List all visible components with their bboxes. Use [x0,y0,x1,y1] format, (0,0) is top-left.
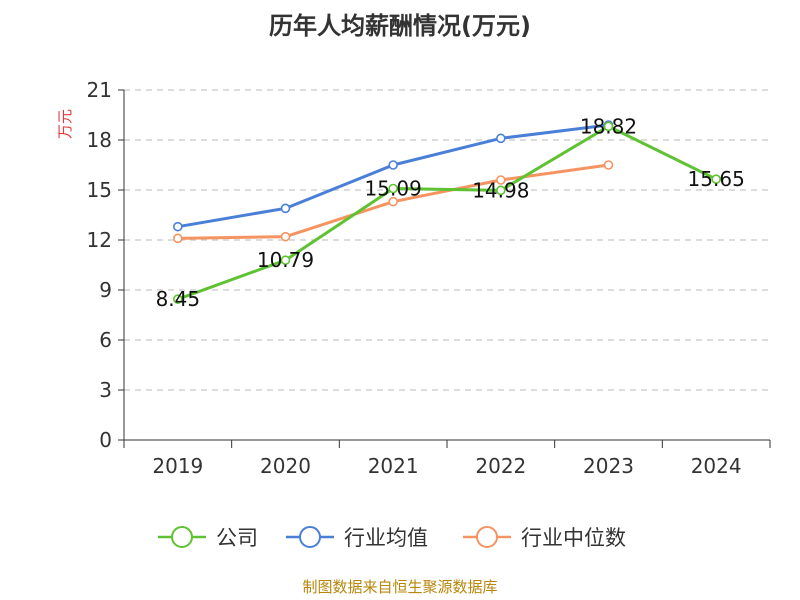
data-point [496,133,506,144]
legend-item-2: 行业中位数 [463,526,626,550]
data-label: 15.09 [365,177,422,201]
data-point [280,255,291,265]
legend-swatch-marker [476,526,498,548]
x-tick-label: 2020 [260,454,311,478]
data-point [280,231,291,242]
legend-item-1: 行业均值 [286,526,428,550]
y-tick-label: 6 [99,328,112,352]
data-label: 18.82 [580,114,637,138]
y-tick-label: 18 [87,128,112,152]
data-point [388,196,398,207]
chart-title: 历年人均薪酬情况(万元) [269,12,531,40]
x-tick-label: 2019 [152,454,203,478]
data-point [173,233,183,244]
axis-layer: 0 3 6 9 12 15 18 21 2019 2020 2021 2022 2023 2024 [87,78,771,478]
data-label: 8.45 [156,287,201,311]
x-tick-label: 2023 [583,454,634,478]
y-tick-label: 9 [99,278,112,302]
data-point [603,121,614,132]
legend-label: 公司 [216,526,258,550]
data-point [280,203,291,214]
legend-label: 行业中位数 [521,526,626,550]
y-axis-label: 万元 [56,109,74,139]
data-point [173,294,183,304]
y-tick-label: 15 [87,178,112,202]
data-point [603,160,614,170]
y-tick-label: 0 [99,428,112,452]
x-tick-label: 2024 [691,454,742,478]
data-point [496,185,506,196]
data-point [173,221,183,232]
data-label-layer: 8.45 10.79 15.09 14.98 18.82 15.65 [156,114,745,311]
grid-layer [124,89,770,391]
series-line-0 [177,124,717,301]
data-point [388,183,398,194]
data-label: 10.79 [257,248,314,272]
series-layer [173,120,721,304]
data-point [496,175,506,185]
y-tick-label: 21 [87,78,112,102]
legend-swatch-marker [171,526,193,548]
x-tick-label: 2022 [475,454,526,478]
source-note: 制图数据来自恒生聚源数据库 [302,578,497,596]
legend-label: 行业均值 [344,526,428,550]
legend-item-0: 公司 [158,526,258,550]
data-point [711,174,721,184]
y-tick-label: 12 [87,228,112,252]
x-tick-label: 2021 [368,454,419,478]
data-label: 15.65 [688,167,745,191]
legend-swatch-marker [299,526,321,548]
legend: 公司 行业均值 行业中位数 [158,526,626,550]
y-tick-label: 3 [99,378,112,402]
data-point [388,160,398,170]
data-label: 14.98 [472,178,529,202]
